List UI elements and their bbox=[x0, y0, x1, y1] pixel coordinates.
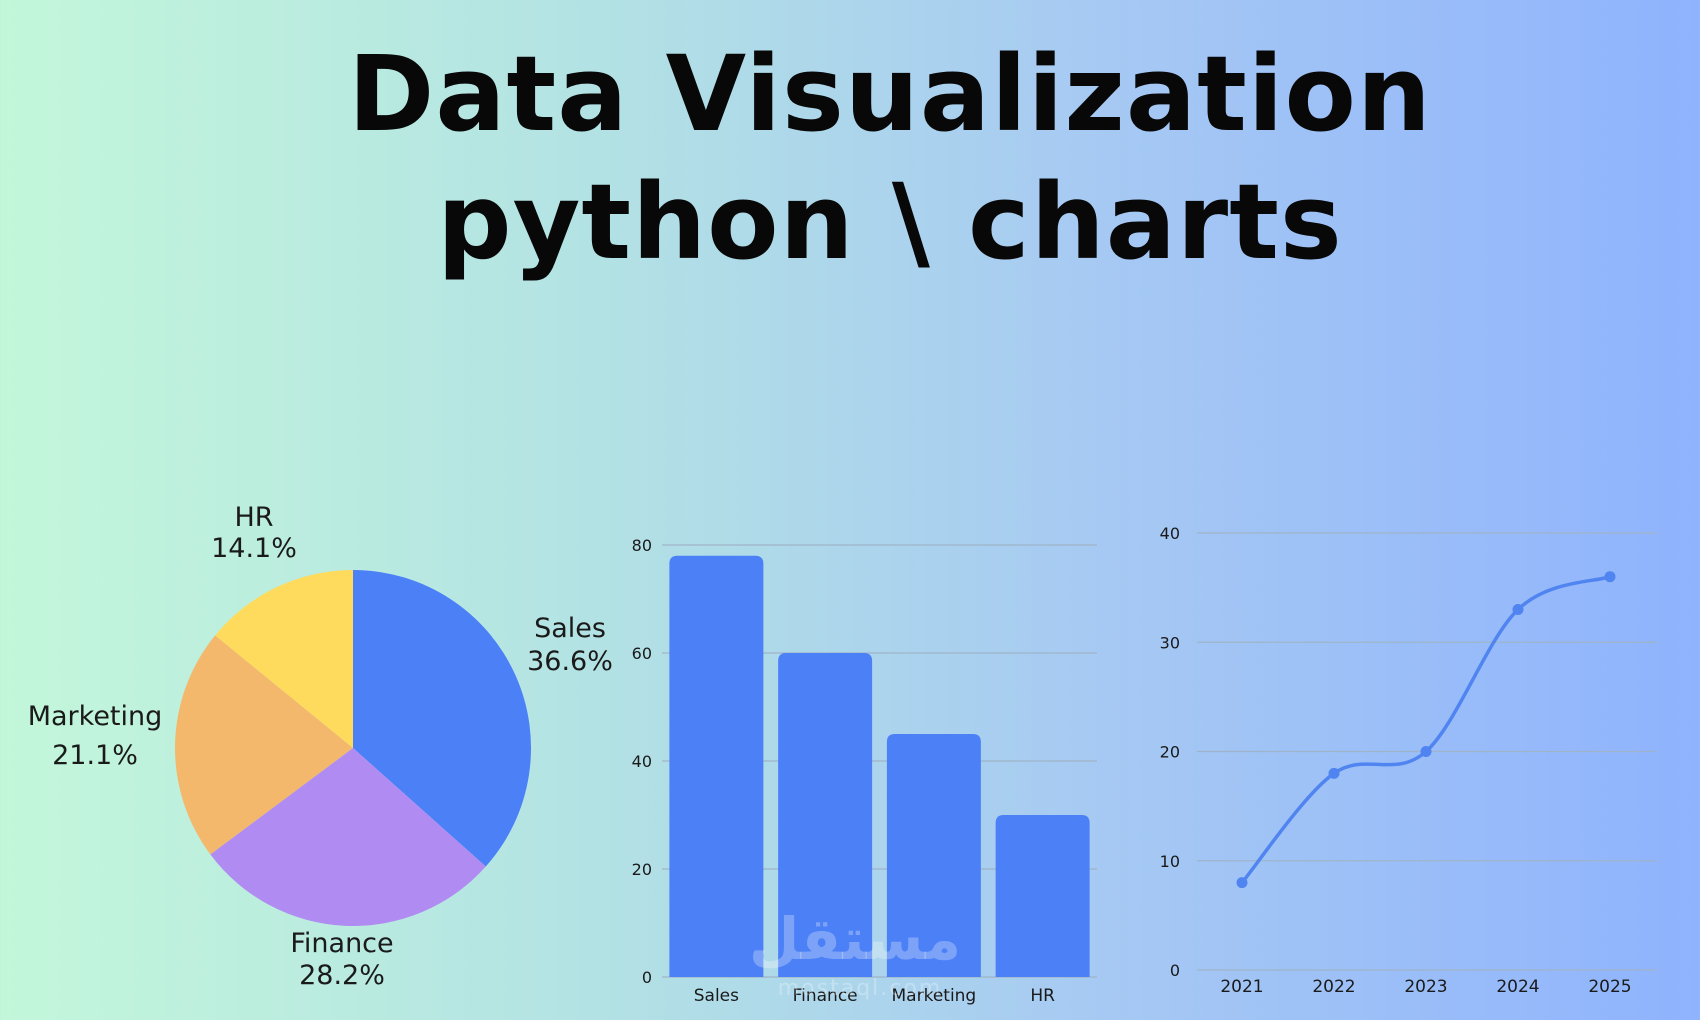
bar-marketing bbox=[886, 734, 981, 977]
line-point-2022 bbox=[1328, 767, 1340, 779]
bar-ytick-label: 20 bbox=[632, 860, 652, 879]
bar-chart: 0 20 40 60 80 Sales Finance Marketing HR bbox=[632, 536, 1097, 1006]
bar-hr bbox=[995, 815, 1090, 977]
page-title: Data Visualization python \ charts bbox=[0, 30, 1700, 286]
bar-ytick-label: 60 bbox=[632, 644, 652, 663]
pie-percent-marketing: 21.1% bbox=[52, 740, 138, 771]
pie-slice-marketing bbox=[174, 635, 353, 855]
line-ytick-label: 20 bbox=[1160, 743, 1180, 762]
pie-label-sales: Sales bbox=[534, 613, 606, 644]
bar-ytick-label: 80 bbox=[632, 536, 652, 555]
line-ytick-label: 10 bbox=[1160, 852, 1180, 871]
line-ytick-label: 0 bbox=[1170, 961, 1180, 980]
bar-finance bbox=[778, 653, 873, 977]
pie-percent-finance: 28.2% bbox=[299, 960, 385, 991]
pie-slice-sales bbox=[353, 570, 531, 867]
pie-percent-hr: 14.1% bbox=[211, 533, 297, 564]
bar-ytick-label: 40 bbox=[632, 752, 652, 771]
pie-label-hr: HR bbox=[234, 502, 273, 533]
bar-xtick-label: HR bbox=[1030, 986, 1055, 1006]
line-point-2023 bbox=[1420, 746, 1432, 757]
line-chart: 0 10 20 30 40 2021 2022 2023 2024 2025 bbox=[1160, 524, 1657, 997]
line-ytick-label: 40 bbox=[1160, 524, 1180, 543]
line-xtick-label: 2023 bbox=[1404, 977, 1447, 997]
line-xtick-label: 2022 bbox=[1312, 977, 1355, 997]
bar-xtick-label: Marketing bbox=[892, 986, 977, 1006]
title-line-2: python \ charts bbox=[437, 161, 1343, 283]
pie-label-finance: Finance bbox=[290, 928, 393, 959]
line-point-2025 bbox=[1604, 571, 1616, 583]
line-xtick-label: 2025 bbox=[1588, 977, 1631, 997]
title-line-1: Data Visualization bbox=[348, 33, 1432, 155]
bar-ytick-label: 0 bbox=[642, 968, 652, 987]
line-xtick-label: 2021 bbox=[1220, 977, 1263, 997]
bar-sales bbox=[669, 555, 764, 977]
line-xtick-label: 2024 bbox=[1496, 977, 1539, 997]
pie-label-marketing: Marketing bbox=[28, 701, 163, 732]
pie-slice-hr bbox=[215, 570, 353, 748]
pie-slice-finance bbox=[210, 748, 486, 926]
line-point-2021 bbox=[1236, 877, 1248, 889]
pie-percent-sales: 36.6% bbox=[527, 646, 613, 677]
bar-xtick-label: Finance bbox=[793, 986, 858, 1006]
line-ytick-label: 30 bbox=[1160, 633, 1180, 652]
line-point-2024 bbox=[1512, 603, 1524, 615]
line-series bbox=[1240, 574, 1612, 885]
bar-xtick-label: Sales bbox=[694, 986, 739, 1006]
